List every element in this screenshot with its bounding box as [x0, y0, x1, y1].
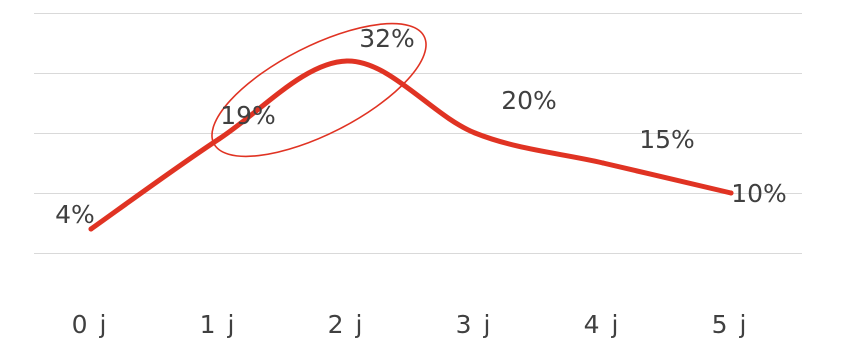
series-group [88, 58, 734, 232]
series-line [88, 58, 734, 232]
highlight-ellipse [211, 22, 427, 158]
x-tick-label: 1 j [200, 310, 237, 339]
x-tick-label: 3 j [456, 310, 493, 339]
data-point [728, 190, 734, 196]
x-tick-label: 2 j [328, 310, 365, 339]
data-label: 32% [359, 24, 415, 53]
data-label: 10% [731, 179, 787, 208]
highlight-group [211, 22, 427, 158]
data-label: 19% [220, 101, 276, 130]
x-tick-label: 0 j [72, 310, 109, 339]
data-point [472, 130, 478, 136]
data-label: 15% [639, 125, 695, 154]
data-point [88, 226, 94, 232]
data-label: 20% [501, 86, 557, 115]
data-point [344, 58, 350, 64]
x-tick-label: 5 j [712, 310, 749, 339]
data-label: 4% [55, 200, 95, 229]
x-axis-tick-labels: 0 j 1 j 2 j 3 j 4 j 5 j [72, 310, 749, 339]
data-point [216, 136, 222, 142]
data-labels: 4% 19% 32% 20% 15% 10% [55, 24, 787, 229]
x-tick-label: 4 j [584, 310, 621, 339]
gridlines [34, 13, 802, 254]
data-point [600, 160, 606, 166]
